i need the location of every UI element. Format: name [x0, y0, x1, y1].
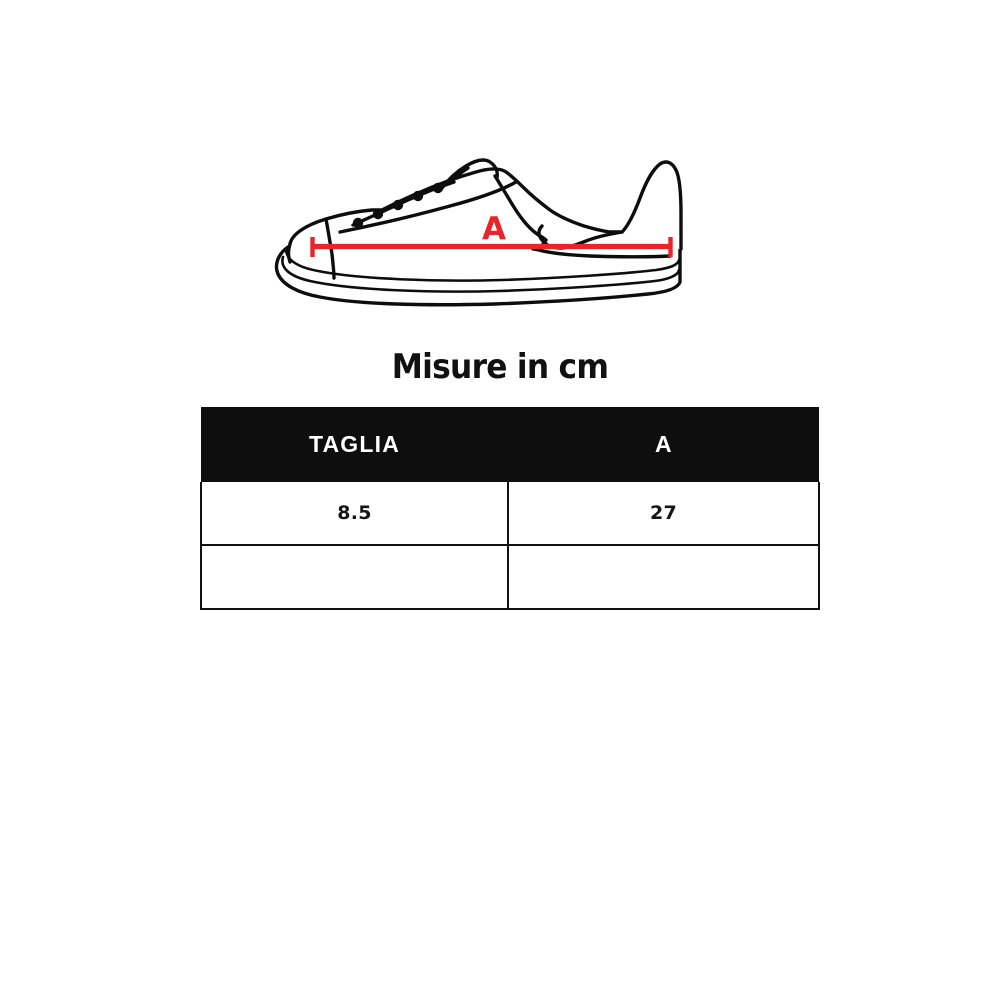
table-header-row: TAGLIA A [201, 407, 819, 482]
measurement-label-a: A [482, 211, 506, 247]
cell-a: 27 [507, 482, 820, 546]
cell-taglia: 8.5 [200, 482, 509, 546]
cell-taglia [200, 544, 509, 610]
lace-eyelet [432, 182, 444, 194]
size-table-container: TAGLIA A 8.5 27 [200, 407, 820, 610]
column-header-taglia: TAGLIA [201, 407, 508, 482]
lace-eyelet [352, 217, 364, 229]
size-table: TAGLIA A 8.5 27 [200, 407, 820, 610]
sneaker-illustration-svg [274, 158, 683, 307]
size-table-body: 8.5 27 [200, 482, 820, 610]
page-title: Misure in cm [391, 347, 609, 387]
table-row: 8.5 27 [200, 482, 820, 546]
lace-eyelet [412, 190, 424, 202]
cell-a [507, 544, 820, 610]
size-table-header: TAGLIA A [201, 407, 819, 482]
column-header-a: A [508, 407, 819, 482]
lace-eyelet [372, 208, 384, 220]
sneaker-diagram: A [250, 118, 700, 318]
table-row [200, 544, 820, 610]
lace-eyelet [392, 199, 404, 211]
